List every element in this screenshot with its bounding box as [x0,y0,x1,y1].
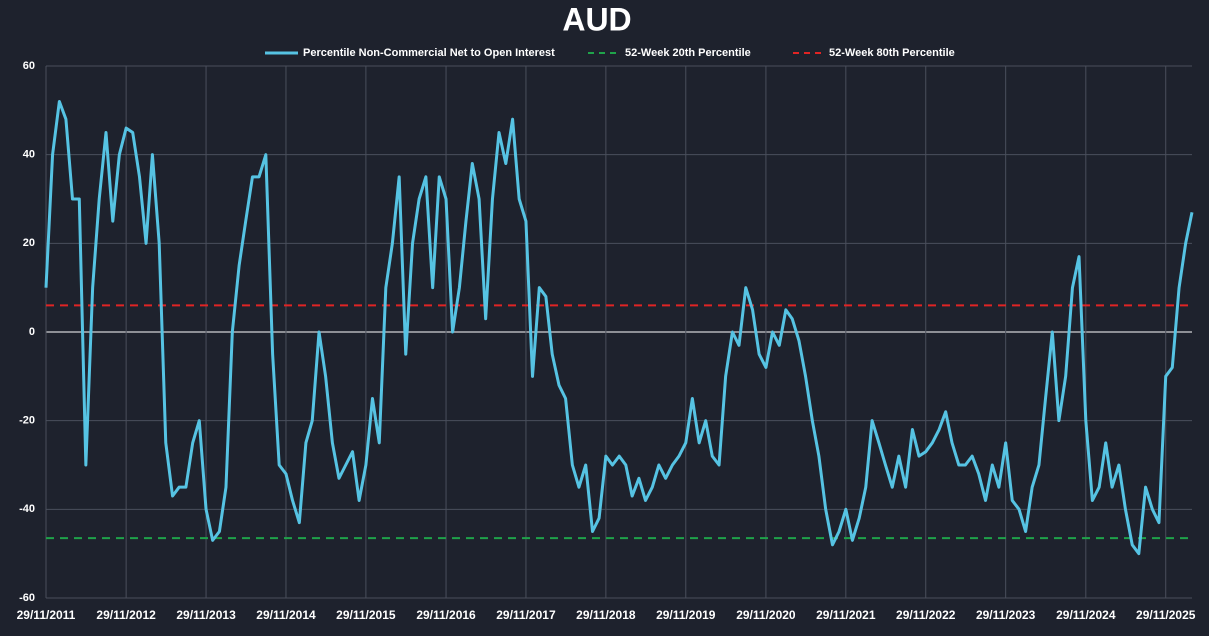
y-tick-label: 20 [23,237,35,249]
x-tick-label: 29/11/2011 [17,608,76,622]
y-tick-label: -40 [19,503,35,515]
x-tick-label: 29/11/2023 [976,608,1036,622]
y-tick-label: 60 [23,60,35,72]
x-tick-label: 29/11/2024 [1056,608,1116,622]
chart-title: AUD [562,1,631,37]
y-tick-label: -20 [19,415,35,427]
x-tick-label: 29/11/2016 [416,608,476,622]
x-tick-label: 29/11/2021 [816,608,876,622]
y-tick-label: 0 [29,326,35,338]
x-tick-label: 29/11/2020 [736,608,796,622]
x-tick-label: 29/11/2014 [256,608,316,622]
x-tick-label: 29/11/2019 [656,608,716,622]
x-tick-label: 29/11/2022 [896,608,956,622]
x-tick-label: 29/11/2017 [496,608,556,622]
x-tick-label: 29/11/2018 [576,608,636,622]
data-line [44,99,1194,556]
x-tick-label: 29/11/2013 [176,608,236,622]
x-tick-label: 29/11/2012 [96,608,156,622]
legend-label: 52-Week 20th Percentile [625,47,751,59]
legend-label: Percentile Non-Commercial Net to Open In… [303,47,555,59]
x-tick-label: 29/11/2015 [336,608,396,622]
y-tick-label: -60 [19,592,35,604]
y-tick-label: 40 [23,149,35,161]
legend-label: 52-Week 80th Percentile [829,47,955,59]
x-tick-label: 29/11/2025 [1136,608,1196,622]
